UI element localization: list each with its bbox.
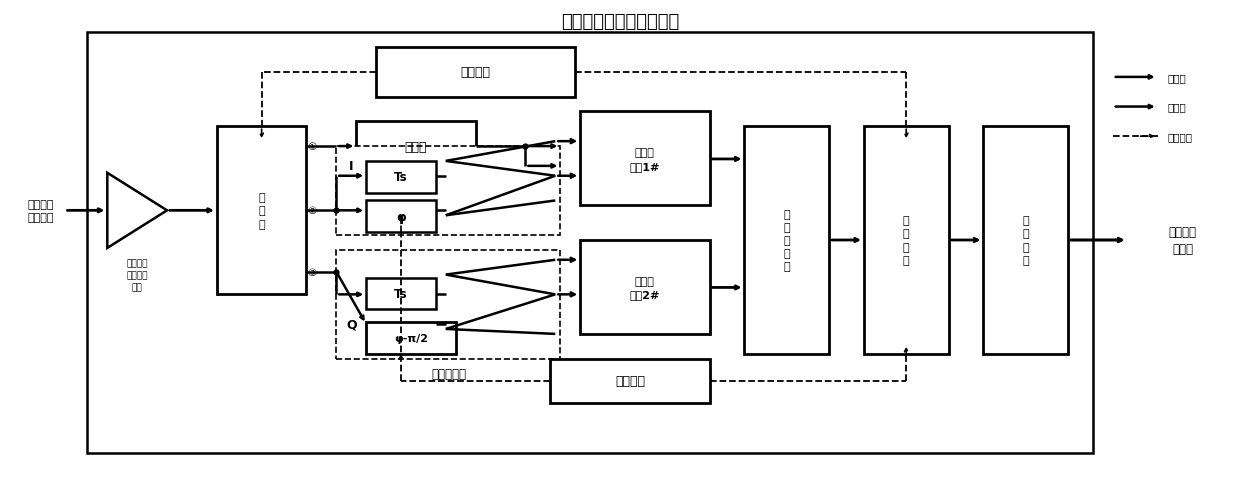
Text: 平衡探
测器2#: 平衡探 测器2# [630, 276, 660, 300]
Text: 高速激光
信号输入: 高速激光 信号输入 [27, 199, 53, 222]
Bar [376, 48, 575, 97]
Bar [336, 251, 560, 359]
Bar [366, 201, 435, 233]
Text: 滤波器: 滤波器 [404, 140, 427, 153]
Bar [366, 162, 435, 193]
Text: Ts: Ts [394, 171, 408, 184]
Text: φ: φ [396, 210, 405, 223]
Text: 数
据
处
理: 数 据 处 理 [1022, 216, 1029, 265]
Text: 并
串
转
换: 并 串 转 换 [903, 216, 909, 265]
Bar [864, 127, 949, 354]
Text: Ts: Ts [394, 287, 408, 300]
Text: 反
编
码
开
关: 反 编 码 开 关 [784, 209, 790, 272]
Text: 控制信号: 控制信号 [1168, 132, 1193, 142]
Text: φ-π/2: φ-π/2 [394, 333, 428, 343]
Bar [217, 127, 306, 295]
Text: 环路控制: 环路控制 [615, 374, 645, 387]
Text: 延时干涉仪: 延时干涉仪 [432, 367, 466, 380]
Bar [551, 359, 709, 403]
Polygon shape [108, 173, 167, 248]
Bar [580, 240, 709, 334]
Bar [366, 323, 456, 354]
Bar [336, 147, 560, 236]
Text: 光
开
关: 光 开 关 [258, 193, 265, 229]
Text: ①: ① [306, 142, 316, 152]
Text: 多调制格式兼容接收系统: 多调制格式兼容接收系统 [560, 12, 680, 31]
Bar [356, 122, 476, 171]
Bar [983, 127, 1068, 354]
Text: Q: Q [346, 318, 357, 331]
Bar [580, 112, 709, 206]
Text: 平衡探
测器1#: 平衡探 测器1# [630, 148, 660, 171]
Bar [98, 38, 1083, 448]
Bar [366, 278, 435, 310]
Text: 控制指令: 控制指令 [460, 66, 491, 79]
Text: 高速电信
号输出: 高速电信 号输出 [1168, 226, 1197, 255]
Bar [87, 33, 1092, 453]
Text: I: I [348, 160, 353, 173]
Text: 低噪声高
增益光放
大器: 低噪声高 增益光放 大器 [126, 259, 148, 291]
Bar [744, 127, 830, 354]
Text: ②: ② [306, 206, 316, 216]
Text: 光信号: 光信号 [1168, 102, 1187, 112]
Text: ③: ③ [306, 267, 316, 277]
Text: 电信号: 电信号 [1168, 73, 1187, 83]
